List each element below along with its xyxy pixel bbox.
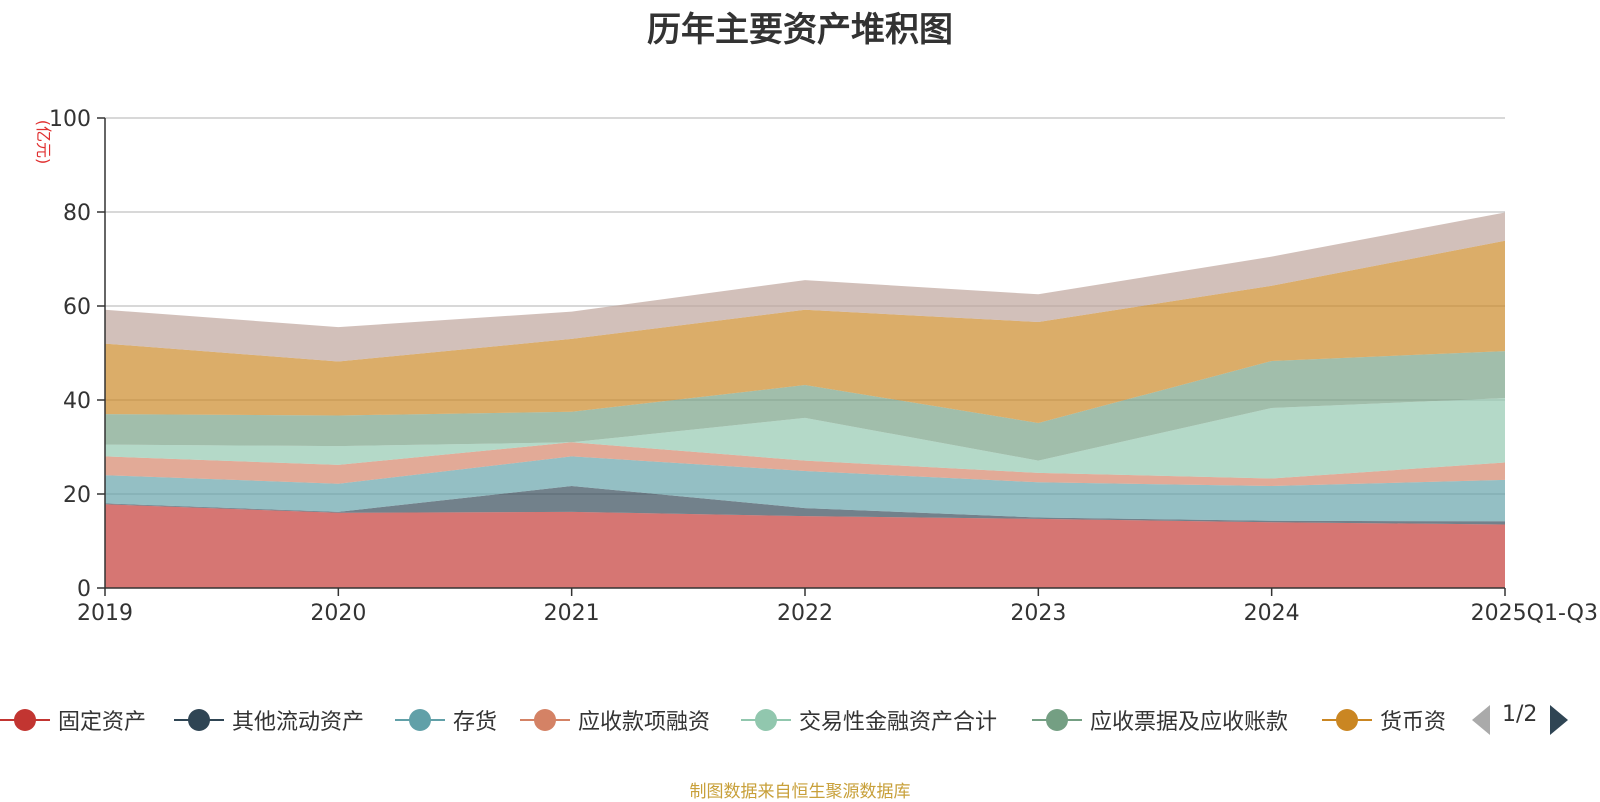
legend-marker-icon [741, 708, 791, 732]
legend-marker-icon [0, 708, 50, 732]
legend-label: 存货 [453, 710, 498, 735]
legend-item-notes-accounts-receivable[interactable]: 应收票据及应收账款 [1032, 700, 1288, 740]
legend-label: 应收票据及应收账款 [1090, 710, 1289, 735]
area-series-4[interactable] [105, 398, 1505, 479]
area-series-0[interactable] [105, 504, 1505, 588]
x-tick-label: 2022 [777, 601, 833, 626]
y-tick-label: 100 [49, 107, 91, 132]
legend-item-receivables-financing[interactable]: 应收款项融资 [520, 700, 710, 740]
legend-marker-icon [520, 708, 570, 732]
y-tick-label: 0 [77, 577, 91, 602]
area-series-5[interactable] [105, 351, 1505, 461]
legend-item-trading-financial-assets[interactable]: 交易性金融资产合计 [741, 700, 997, 740]
x-tick-label: 2023 [1010, 601, 1066, 626]
area-series-7[interactable] [105, 212, 1505, 362]
legend-item-inventory[interactable]: 存货 [395, 700, 497, 740]
legend-label: 其他流动资产 [232, 710, 365, 735]
legend-marker-icon [1322, 708, 1372, 732]
y-tick-label: 20 [63, 483, 91, 508]
legend-label: 应收款项融资 [578, 710, 711, 735]
legend-page-indicator: 1/2 [1502, 702, 1538, 727]
area-series-2[interactable] [105, 456, 1505, 522]
y-tick-label: 80 [63, 201, 91, 226]
y-axis-unit-label: (亿元) [34, 120, 53, 165]
y-tick-label: 40 [63, 389, 91, 414]
chart-area: 0 20 40 60 80 100 2019 2020 2021 2022 2023 2024 2025… [34, 107, 1598, 626]
axes: 0 20 40 60 80 100 2019 2020 2021 2022 2023 2024 2025… [34, 107, 1598, 626]
legend-item-fixed-assets[interactable]: 固定资产 [0, 700, 146, 740]
x-tick-label: 2024 [1244, 601, 1300, 626]
legend-marker-icon [395, 708, 445, 732]
legend-label: 固定资产 [58, 710, 147, 735]
legend-marker-icon [1032, 708, 1082, 732]
x-tick-label: 2025Q1-Q3 [1471, 601, 1598, 626]
area-series-3[interactable] [105, 442, 1505, 486]
x-tick-label: 2019 [77, 601, 133, 626]
legend: 固定资产 其他流动资产 存货 应收款项融资 交易性金融资产合计 应收票据及应收账… [0, 700, 1600, 740]
legend-item-monetary-funds[interactable]: 货币资 [1322, 700, 1446, 740]
legend-prev-page-icon[interactable] [1472, 705, 1490, 735]
y-tick-label: 60 [63, 295, 91, 320]
area-series [105, 212, 1505, 588]
chart-title: 历年主要资产堆积图 [647, 10, 953, 50]
legend-label: 交易性金融资产合计 [799, 710, 998, 735]
legend-item-other-current-assets[interactable]: 其他流动资产 [174, 700, 364, 740]
source-note: 制图数据来自恒生聚源数据库 [689, 782, 911, 802]
x-tick-label: 2020 [310, 601, 366, 626]
legend-marker-icon [174, 708, 224, 732]
x-tick-label: 2021 [544, 601, 600, 626]
legend-label: 货币资 [1380, 710, 1447, 735]
area-series-6[interactable] [105, 240, 1505, 423]
legend-next-page-icon[interactable] [1550, 705, 1568, 735]
